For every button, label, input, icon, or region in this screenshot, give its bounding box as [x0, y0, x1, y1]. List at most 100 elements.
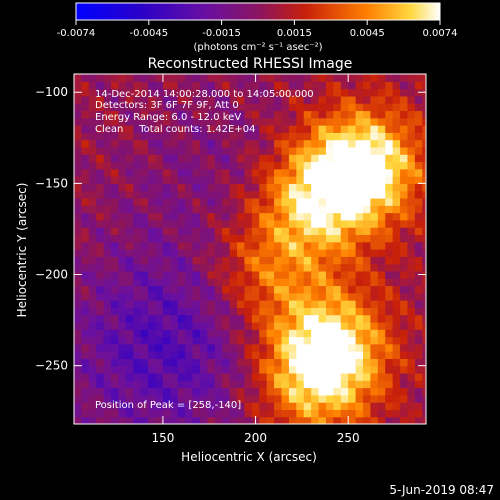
heatmap-cell: [118, 227, 127, 236]
heatmap-cell: [318, 372, 327, 381]
heatmap-cell: [214, 110, 223, 119]
heatmap-cell: [281, 278, 290, 287]
heatmap-cell: [259, 95, 268, 104]
heatmap-cell: [377, 125, 386, 133]
heatmap-cell: [370, 263, 379, 272]
heatmap-cell: [251, 336, 260, 345]
heatmap-cell: [96, 95, 105, 104]
heatmap-cell: [355, 74, 364, 82]
heatmap-cell: [229, 161, 238, 170]
heatmap-cell: [185, 292, 194, 301]
heatmap-cell: [385, 176, 394, 184]
heatmap-cell: [155, 197, 164, 206]
heatmap-cell: [155, 219, 164, 228]
heatmap-cell: [281, 351, 290, 359]
heatmap-cell: [288, 146, 297, 155]
heatmap-cell: [111, 168, 120, 177]
heatmap-cell: [111, 132, 120, 141]
heatmap-cell: [162, 394, 171, 403]
heatmap-cell: [422, 234, 426, 243]
heatmap-cell: [325, 234, 334, 243]
heatmap-cell: [192, 394, 201, 403]
heatmap-cell: [251, 343, 260, 352]
heatmap-cell: [229, 336, 238, 345]
heatmap-cell: [103, 197, 112, 206]
heatmap-cell: [251, 212, 260, 221]
heatmap-cell: [162, 161, 171, 170]
heatmap-cell: [244, 372, 253, 381]
heatmap-cell: [170, 343, 179, 352]
heatmap-cell: [118, 285, 127, 294]
heatmap-cell: [370, 103, 379, 112]
heatmap-cell: [414, 139, 423, 148]
heatmap-cell: [148, 168, 157, 177]
heatmap-cell: [88, 117, 97, 126]
heatmap-cell: [125, 146, 134, 155]
heatmap-cell: [266, 146, 275, 155]
heatmap-cell: [288, 394, 297, 403]
heatmap-cell: [348, 125, 357, 133]
heatmap-cell: [118, 409, 127, 418]
heatmap-cell: [392, 416, 401, 424]
heatmap-cell: [259, 380, 268, 389]
heatmap-cell: [111, 351, 120, 359]
heatmap-cell: [385, 387, 394, 396]
heatmap-cell: [392, 183, 401, 192]
heatmap-cell: [251, 351, 260, 359]
heatmap-cell: [155, 278, 164, 287]
heatmap-cell: [392, 321, 401, 330]
heatmap-cell: [96, 380, 105, 389]
heatmap-cell: [74, 227, 83, 236]
heatmap-cell: [214, 358, 223, 367]
heatmap-cell: [244, 219, 253, 228]
heatmap-cell: [111, 365, 120, 374]
heatmap-cell: [281, 176, 290, 184]
heatmap-cell: [377, 219, 386, 228]
heatmap-cell: [148, 300, 157, 308]
heatmap-cell: [207, 110, 216, 119]
heatmap-cell: [125, 307, 134, 316]
heatmap-cell: [229, 234, 238, 243]
heatmap-cell: [422, 256, 426, 265]
heatmap-cell: [214, 380, 223, 389]
heatmap-cell: [288, 219, 297, 228]
heatmap-cell: [274, 292, 283, 301]
heatmap-cell: [392, 95, 401, 104]
heatmap-cell: [259, 146, 268, 155]
heatmap-cell: [185, 81, 194, 90]
heatmap-cell: [170, 292, 179, 301]
heatmap-cell: [340, 365, 349, 374]
heatmap-cell: [274, 219, 283, 228]
heatmap-cell: [400, 394, 409, 403]
heatmap-cell: [355, 300, 364, 308]
heatmap-cell: [199, 358, 208, 367]
heatmap-cell: [251, 387, 260, 396]
heatmap-cell: [259, 343, 268, 352]
heatmap-cell: [162, 409, 171, 418]
heatmap-cell: [274, 139, 283, 148]
heatmap-cell: [88, 314, 97, 323]
heatmap-cell: [229, 249, 238, 257]
heatmap-cell: [363, 219, 372, 228]
heatmap-cell: [81, 300, 90, 308]
heatmap-cell: [192, 110, 201, 119]
heatmap-cell: [385, 365, 394, 374]
heatmap-cell: [214, 351, 223, 359]
heatmap-cell: [414, 292, 423, 301]
heatmap-cell: [140, 110, 149, 119]
heatmap-cell: [303, 227, 312, 236]
heatmap-cell: [118, 358, 127, 367]
heatmap-cell: [303, 321, 312, 330]
heatmap-cell: [363, 183, 372, 192]
heatmap-cell: [385, 110, 394, 119]
heatmap-cell: [162, 365, 171, 374]
heatmap-cell: [96, 416, 105, 424]
heatmap-cell: [422, 380, 426, 389]
heatmap-cell: [251, 183, 260, 192]
heatmap-cell: [266, 241, 275, 250]
heatmap-cell: [355, 256, 364, 265]
heatmap-cell: [414, 161, 423, 170]
colorbar-tick-label: -0.0045: [129, 28, 168, 39]
heatmap-cell: [266, 387, 275, 396]
heatmap-cell: [148, 139, 157, 148]
